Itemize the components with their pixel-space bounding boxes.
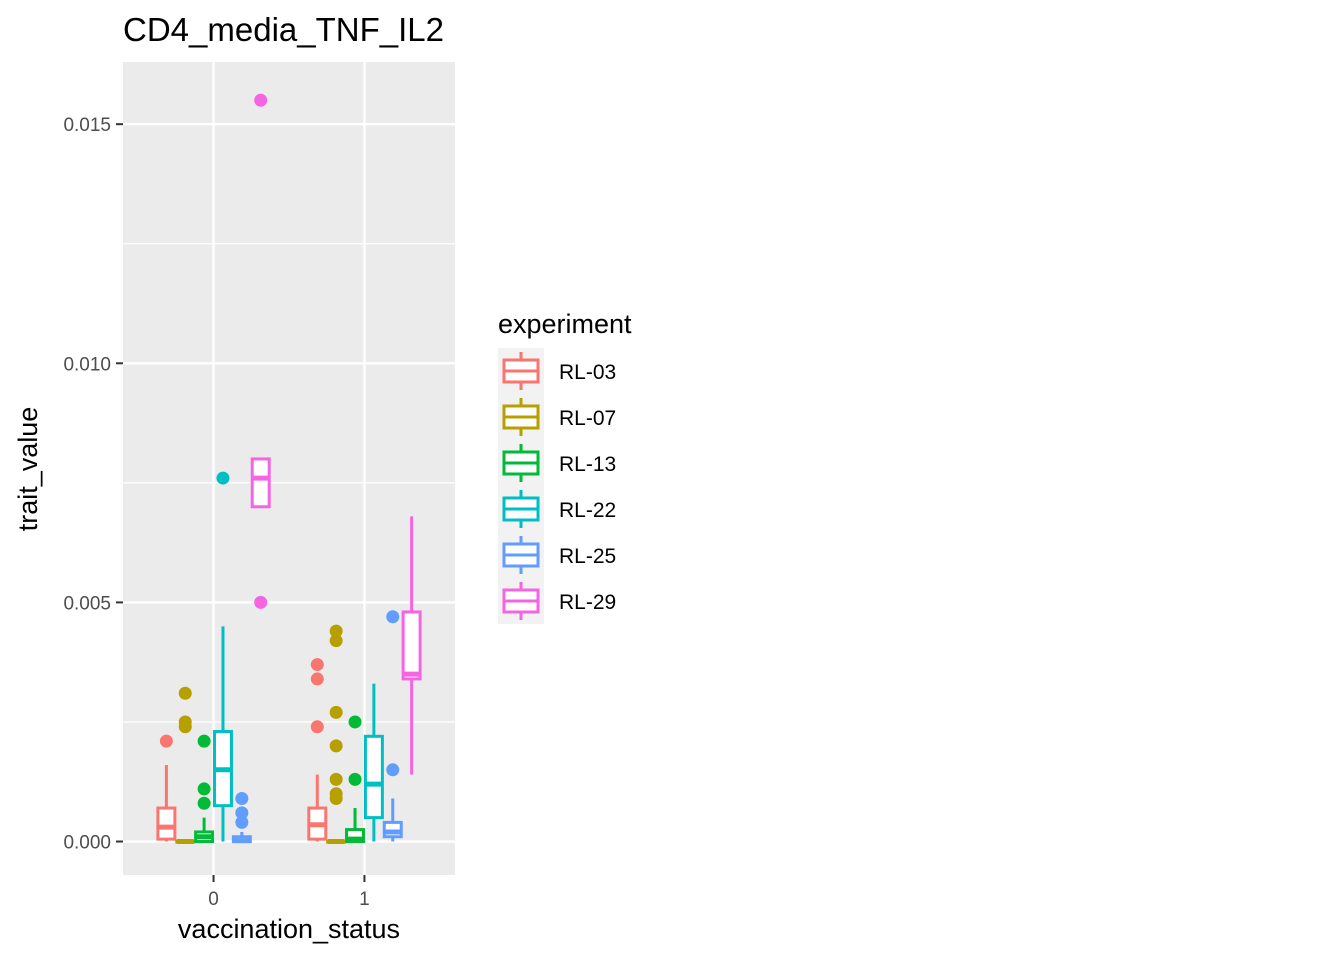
box-group [156, 734, 177, 842]
outlier-point [197, 796, 211, 810]
outlier-point [329, 787, 343, 801]
legend-item: RL-22 [502, 490, 616, 528]
y-tick-label: 0.010 [63, 354, 111, 375]
legend: experiment RL-03 RL-07 RL-13 RL-22 RL-25 RL-2… [498, 309, 632, 624]
box-body [363, 734, 384, 820]
y-axis-title: trait_value [13, 407, 43, 532]
legend-item: RL-03 [502, 352, 616, 390]
legend-item: RL-29 [502, 582, 616, 620]
legend-label: RL-22 [559, 499, 616, 522]
outlier-point [197, 734, 211, 748]
outlier-point [310, 720, 324, 734]
legend-key-background [498, 348, 544, 624]
legend-label: RL-03 [559, 361, 616, 384]
outlier-point [386, 610, 400, 624]
box-group [231, 791, 252, 844]
outlier-point [310, 672, 324, 686]
outlier-point [216, 471, 230, 485]
box-group [175, 686, 196, 845]
box-group [345, 715, 366, 844]
x-tick-label: 0 [208, 889, 219, 910]
outlier-point [235, 806, 249, 820]
box-group [250, 93, 271, 609]
y-tick-label: 0.000 [63, 833, 111, 854]
y-tick-label: 0.015 [63, 115, 111, 136]
outlier-point [348, 715, 362, 729]
outlier-point [310, 658, 324, 672]
outlier-point [329, 705, 343, 719]
outlier-point [197, 782, 211, 796]
y-tick-label: 0.005 [63, 593, 111, 614]
outlier-point [235, 815, 249, 829]
x-tick-label: 1 [359, 889, 370, 910]
box-group [212, 471, 233, 842]
y-axis: 0.000 0.005 0.010 0.015 [63, 115, 123, 854]
outlier-point [329, 624, 343, 638]
outlier-point [254, 93, 268, 107]
legend-item: RL-13 [502, 444, 616, 482]
outlier-point [254, 595, 268, 609]
legend-label: RL-29 [559, 591, 616, 614]
chart-title: CD4_media_TNF_IL2 [123, 11, 444, 48]
legend-item: RL-25 [502, 536, 616, 574]
x-axis-title: vaccination_status [178, 914, 400, 944]
box-group [401, 516, 422, 775]
outlier-point [348, 772, 362, 786]
box-body [156, 806, 177, 841]
legend-item: RL-07 [502, 398, 616, 436]
outlier-point [329, 634, 343, 648]
plot-panel [123, 62, 455, 875]
outlier-point [329, 772, 343, 786]
box-group [326, 624, 347, 845]
box-group [307, 658, 328, 842]
box-group [382, 610, 403, 842]
outlier-point [235, 791, 249, 805]
legend-label: RL-13 [559, 453, 616, 476]
box-group [363, 683, 384, 842]
outlier-point [159, 734, 173, 748]
legend-title: experiment [498, 309, 632, 339]
box-body [250, 457, 271, 509]
box-marks [156, 93, 422, 845]
outlier-point [178, 686, 192, 700]
legend-label: RL-07 [559, 407, 616, 430]
outlier-point [386, 763, 400, 777]
outlier-point [178, 715, 192, 729]
outlier-point [329, 739, 343, 753]
legend-label: RL-25 [559, 545, 616, 568]
box-group [194, 734, 215, 844]
box-body [401, 610, 422, 681]
